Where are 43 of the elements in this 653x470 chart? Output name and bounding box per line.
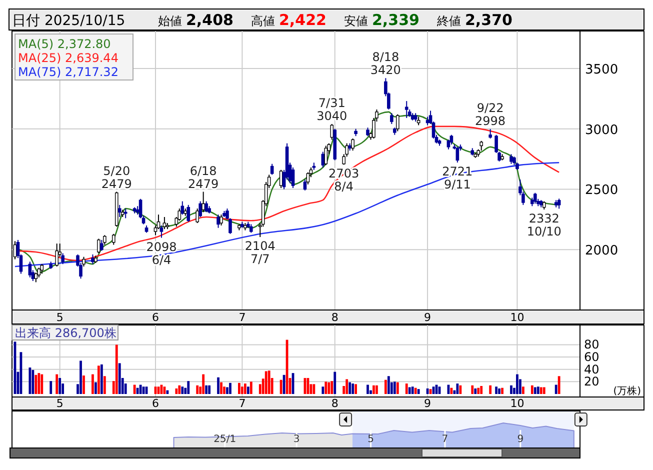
x-tick-label: 9: [517, 434, 524, 445]
x-tick-label: 10: [510, 311, 524, 324]
x-tick-label: 8: [331, 397, 338, 410]
text: MA(5) 2,372.80: [18, 37, 111, 51]
x-tick-label: 9: [424, 311, 432, 324]
annotation: 5/20 2479: [101, 164, 132, 191]
text: MA(25) 2,639.44: [18, 51, 118, 65]
x-tick-label: 9: [424, 397, 432, 410]
chart-title: 日付 2025/10/15: [12, 13, 126, 29]
x-tick-label: 6: [152, 397, 159, 410]
x-tick-label: 7: [238, 397, 246, 410]
x-tick-label: 5: [56, 397, 64, 410]
x-tick-label: 6: [152, 311, 159, 324]
y-tick-label: 60: [584, 350, 600, 364]
y-tick-label: 80: [584, 338, 600, 352]
x-tick-label: 5: [56, 311, 64, 324]
text: 安値 2,339: [344, 11, 420, 29]
chart-title: 出来高 286,700株: [15, 326, 116, 340]
annotation: 8/18 3420: [370, 50, 401, 78]
x-tick-label: 7: [238, 311, 246, 324]
y-tick-label: 3000: [585, 122, 618, 138]
x-tick-label: 5: [368, 434, 374, 445]
y-axis-title: (万株): [613, 385, 642, 397]
x-tick-label: 3: [293, 434, 300, 445]
annotation: 9/22 2998: [475, 101, 506, 128]
annotation: 6/18 2479: [188, 164, 219, 191]
annotation: 7/31 3040: [316, 96, 348, 123]
text: 高値 2,422: [251, 11, 326, 29]
text: MA(75) 2,717.32: [18, 65, 118, 79]
y-tick-label: 2000: [585, 244, 618, 259]
text: 始値 2,408: [158, 11, 234, 29]
x-tick-label: 7: [442, 434, 448, 445]
y-tick-label: 3500: [585, 62, 618, 78]
text: 終値 2,370: [436, 11, 512, 29]
x-tick-label: 10: [510, 397, 524, 410]
annotation: 2332 10/10: [526, 212, 562, 239]
y-tick-label: 2500: [585, 183, 618, 198]
annotation: 2098 6/4: [146, 240, 177, 267]
x-tick-label: 8: [331, 311, 338, 324]
annotation: 2104 7/7: [244, 239, 276, 266]
y-tick-label: 40: [584, 362, 600, 376]
y-tick-label: 20: [584, 374, 600, 389]
x-tick-label: 25/1: [214, 434, 236, 445]
